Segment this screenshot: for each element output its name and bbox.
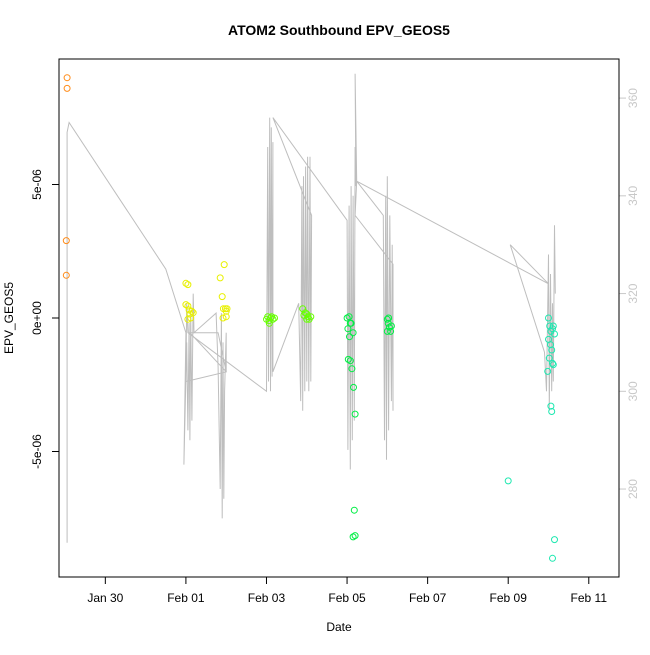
data-point-1-17 (219, 314, 227, 322)
right-tick-label-1: 300 (626, 381, 640, 401)
data-point-4-4 (549, 322, 557, 330)
data-point-3-6 (349, 329, 357, 337)
data-point-3-12 (350, 506, 358, 514)
data-point-3-21 (385, 314, 393, 322)
data-point-2-7 (265, 319, 273, 327)
data-point-3-5 (347, 319, 355, 327)
data-point-1-10 (216, 274, 224, 282)
data-point-0-2 (62, 237, 70, 245)
data-point-4-16 (549, 554, 556, 562)
data-point-1-1 (184, 281, 192, 289)
right-tick-label-3: 340 (626, 185, 640, 205)
x-axis-label: Date (326, 620, 352, 634)
right-axis-series-line (66, 73, 556, 543)
right-tick-label-4: 360 (626, 88, 640, 108)
data-point-3-0 (343, 314, 351, 322)
points-layer (62, 74, 558, 562)
chart-title: ATOM2 Southbound EPV_GEOS5 (228, 22, 450, 38)
data-point-4-9 (545, 354, 553, 362)
data-point-3-4 (346, 333, 353, 341)
y-tick-label-0: -5e-06 (30, 434, 44, 469)
x-tick-label-0: Jan 30 (87, 591, 123, 605)
data-point-4-11 (549, 361, 557, 369)
data-point-3-13 (349, 533, 357, 541)
data-point-3-11 (351, 410, 359, 418)
data-point-4-12 (544, 367, 552, 375)
data-point-3-3 (344, 325, 352, 333)
data-point-4-14 (548, 408, 556, 415)
x-tick-label-3: Feb 05 (328, 591, 366, 605)
data-point-4-10 (549, 359, 556, 367)
data-point-4-17 (504, 477, 512, 485)
plot-frame (58, 58, 620, 578)
data-point-4-13 (547, 402, 555, 410)
data-point-3-8 (346, 357, 354, 365)
data-point-3-19 (383, 327, 391, 335)
data-point-2-15 (303, 315, 311, 323)
data-point-3-17 (385, 323, 393, 331)
x-tick-label-6: Feb 11 (571, 591, 608, 605)
x-tick-label-2: Feb 03 (248, 591, 286, 605)
data-point-0-3 (62, 271, 70, 279)
data-point-1-16 (223, 305, 231, 313)
data-point-3-10 (350, 383, 357, 391)
data-point-1-9 (189, 309, 197, 317)
data-point-1-11 (218, 293, 226, 301)
data-point-0-0 (63, 74, 71, 82)
data-point-1-0 (182, 279, 190, 287)
data-point-4-5 (551, 330, 558, 338)
x-tick-label-5: Feb 09 (490, 591, 528, 605)
data-point-1-2 (182, 301, 190, 309)
data-point-3-14 (351, 532, 359, 540)
x-tick-label-1: Feb 01 (167, 591, 205, 605)
data-point-0-1 (63, 84, 71, 92)
data-point-3-18 (387, 327, 395, 335)
line-layer (66, 73, 556, 543)
data-point-1-18 (222, 313, 230, 321)
right-tick-label-0: 280 (626, 479, 640, 499)
data-point-2-5 (269, 315, 277, 323)
data-point-3-15 (383, 315, 391, 323)
data-point-1-13 (220, 261, 228, 269)
data-point-2-6 (271, 314, 278, 322)
data-point-4-0 (545, 314, 552, 322)
data-point-3-20 (387, 322, 395, 330)
data-point-1-6 (188, 307, 196, 315)
data-point-3-7 (344, 355, 352, 363)
data-point-4-8 (548, 346, 556, 354)
data-point-4-15 (551, 536, 558, 544)
y-tick-label-1: 0e+00 (30, 301, 44, 335)
y-axis-label: EPV_GEOS5 (2, 282, 16, 354)
right-tick-label-2: 320 (626, 283, 640, 303)
data-point-1-3 (184, 302, 192, 310)
y-tick-label-2: 5e-06 (30, 169, 44, 200)
data-point-3-9 (348, 365, 356, 373)
data-point-3-1 (345, 313, 353, 321)
data-point-4-7 (547, 341, 554, 349)
x-tick-label-4: Feb 07 (409, 591, 447, 605)
